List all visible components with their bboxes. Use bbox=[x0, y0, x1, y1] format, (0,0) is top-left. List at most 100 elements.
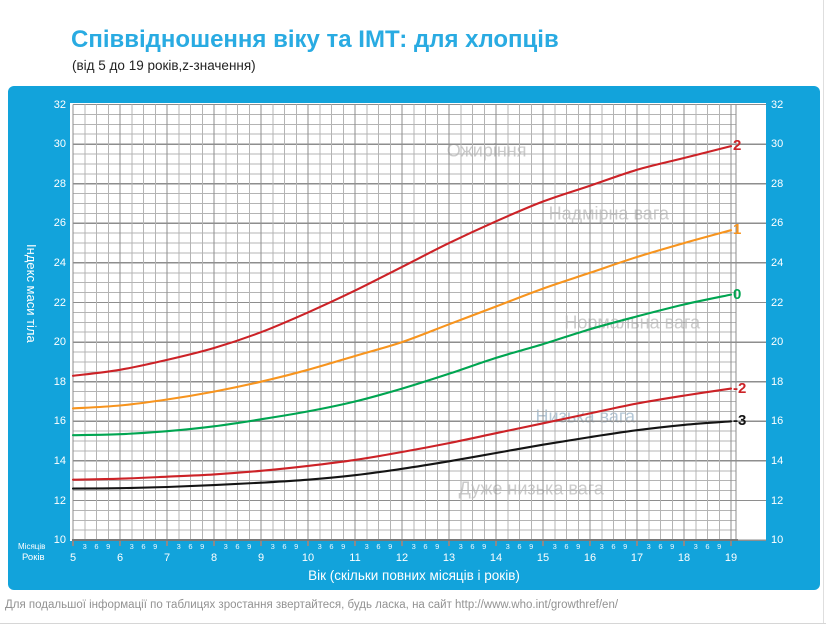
x-tick-month: 3 bbox=[270, 542, 275, 551]
x-tick-month: 3 bbox=[223, 542, 228, 551]
x-tick-month: 3 bbox=[411, 542, 416, 551]
x-tick-month: 6 bbox=[329, 542, 334, 551]
x-tick-mark bbox=[166, 540, 168, 546]
x-tick-month: 6 bbox=[141, 542, 146, 551]
plot-area: Ожиріння Надмірна вага Нормальна вага Низьк… bbox=[70, 103, 766, 542]
frame-border-right bbox=[823, 0, 824, 624]
y-tick-left: 20 bbox=[53, 336, 66, 349]
y-tick-left: 22 bbox=[53, 296, 66, 309]
y-tick-left: 18 bbox=[53, 375, 66, 388]
y-tick-left: 26 bbox=[53, 217, 66, 230]
x-tick-year: 16 bbox=[583, 552, 597, 564]
x-tick-month: 9 bbox=[341, 542, 346, 551]
x-tick-month: 9 bbox=[106, 542, 111, 551]
y-tick-right: 28 bbox=[771, 177, 784, 190]
y-tick-right: 16 bbox=[771, 415, 784, 428]
y-tick-right: 26 bbox=[771, 217, 784, 230]
x-tick-month: 3 bbox=[317, 542, 322, 551]
y-tick-left: 24 bbox=[53, 256, 66, 269]
y-tick-left: 28 bbox=[53, 177, 66, 190]
x-tick-month: 3 bbox=[552, 542, 557, 551]
x-tick-month: 9 bbox=[247, 542, 252, 551]
x-tick-year: 5 bbox=[69, 552, 77, 564]
x-tick-mark bbox=[448, 540, 450, 546]
zone-label: Ожиріння bbox=[446, 140, 527, 161]
x-tick-month: 3 bbox=[82, 542, 87, 551]
x-tick-month: 6 bbox=[658, 542, 663, 551]
x-tick-month: 9 bbox=[670, 542, 675, 551]
x-tick-month: 9 bbox=[388, 542, 393, 551]
curve-z+2 bbox=[71, 145, 733, 377]
x-tick-year: 17 bbox=[630, 552, 644, 564]
page-title: Співвідношення віку та ІМТ: для хлопців bbox=[71, 26, 559, 53]
x-tick-year: 8 bbox=[210, 552, 218, 564]
x-tick-year: 9 bbox=[257, 552, 265, 564]
y-tick-left: 32 bbox=[53, 98, 66, 111]
y-tick-right: 12 bbox=[771, 494, 784, 507]
x-tick-mark bbox=[636, 540, 638, 546]
x-axis-title: Вік (скільки повних місяців і років) bbox=[308, 568, 520, 583]
y-axis-title: Індекс маси тіла bbox=[24, 244, 39, 343]
x-tick-year: 10 bbox=[301, 552, 315, 564]
curve-z-2 bbox=[71, 387, 733, 481]
y-tick-right: 32 bbox=[771, 98, 784, 111]
x-tick-month: 3 bbox=[176, 542, 181, 551]
x-tick-month: 6 bbox=[470, 542, 475, 551]
x-tick-year: 11 bbox=[349, 552, 361, 564]
x-tick-month: 6 bbox=[423, 542, 428, 551]
x-tick-month: 3 bbox=[693, 542, 698, 551]
y-tick-right: 24 bbox=[771, 256, 784, 269]
y-tick-right: 14 bbox=[771, 454, 784, 467]
x-tick-year: 19 bbox=[724, 552, 738, 564]
page-subtitle: (від 5 до 19 років,z-значення) bbox=[72, 58, 256, 73]
x-tick-mark bbox=[683, 540, 685, 546]
x-tick-year: 15 bbox=[536, 552, 550, 564]
footer-note: Для подальшої інформації по таблицях зро… bbox=[5, 599, 619, 611]
x-tick-mark bbox=[307, 540, 309, 546]
curve-z0 bbox=[71, 293, 733, 437]
x-tick-month: 6 bbox=[564, 542, 569, 551]
x-tick-month: 9 bbox=[435, 542, 440, 551]
x-tick-month: 9 bbox=[294, 542, 299, 551]
x-tick-year: 12 bbox=[395, 552, 409, 564]
x-tick-month: 6 bbox=[705, 542, 710, 551]
x-tick-mark bbox=[213, 540, 215, 546]
x-tick-year: 13 bbox=[442, 552, 456, 564]
x-tick-month: 3 bbox=[599, 542, 604, 551]
y-tick-left: 12 bbox=[53, 494, 66, 507]
x-tick-year: 14 bbox=[489, 552, 503, 564]
x-tick-month: 3 bbox=[646, 542, 651, 551]
x-tick-month: 9 bbox=[482, 542, 487, 551]
x-tick-month: 3 bbox=[129, 542, 134, 551]
x-tick-month: 3 bbox=[458, 542, 463, 551]
x-tick-year: 6 bbox=[116, 552, 124, 564]
x-tick-month: 6 bbox=[611, 542, 616, 551]
curve-z+1 bbox=[71, 229, 733, 410]
x-tick-month: 9 bbox=[717, 542, 722, 551]
x-tick-year: 18 bbox=[677, 552, 691, 564]
years-row-caption: Років bbox=[22, 552, 45, 563]
x-tick-month: 6 bbox=[188, 542, 193, 551]
x-tick-month: 9 bbox=[529, 542, 534, 551]
y-tick-left: 30 bbox=[53, 138, 66, 151]
chart-panel: Індекс маси тіла 32 32 30 30 28 28 26 26 24 24 22 2… bbox=[8, 86, 820, 590]
y-tick-left: 16 bbox=[53, 415, 66, 428]
x-tick-mark bbox=[542, 540, 544, 546]
x-tick-month: 6 bbox=[94, 542, 99, 551]
x-tick-mark bbox=[260, 540, 262, 546]
growth-chart-svg bbox=[71, 103, 766, 542]
x-tick-month: 3 bbox=[364, 542, 369, 551]
x-tick-month: 9 bbox=[576, 542, 581, 551]
y-tick-right: 22 bbox=[771, 296, 784, 309]
y-tick-left: 14 bbox=[53, 454, 66, 467]
x-tick-mark bbox=[589, 540, 591, 546]
x-tick-month: 6 bbox=[376, 542, 381, 551]
y-tick-right: 18 bbox=[771, 375, 784, 388]
x-tick-mark bbox=[401, 540, 403, 546]
x-tick-mark bbox=[495, 540, 497, 546]
x-tick-month: 9 bbox=[200, 542, 205, 551]
x-tick-mark bbox=[119, 540, 121, 546]
x-tick-month: 3 bbox=[505, 542, 510, 551]
x-tick-month: 9 bbox=[153, 542, 158, 551]
